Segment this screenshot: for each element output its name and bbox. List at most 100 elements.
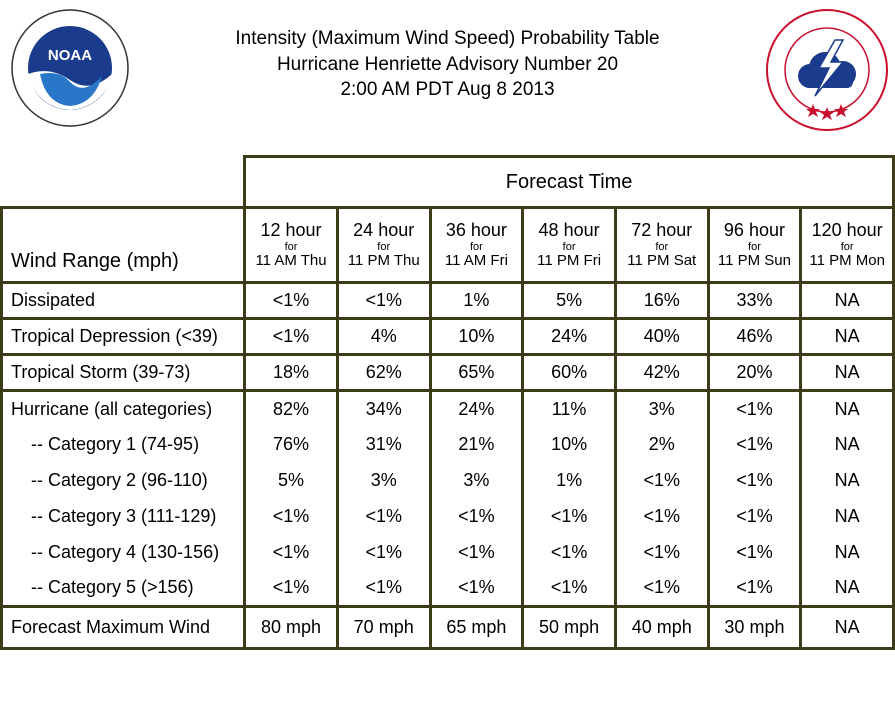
table-cell: NA (799, 498, 895, 535)
table-cell: <1% (243, 498, 339, 535)
row-label: Dissipated (0, 281, 247, 320)
table-cell: <1% (335, 281, 432, 320)
table-cell: 65 mph (428, 605, 525, 650)
title-line-2: Hurricane Henriette Advisory Number 20 (276, 53, 619, 75)
column-header: 12 hour for 11 AM Thu (243, 206, 339, 284)
row-label: Tropical Depression (<39) (0, 317, 247, 356)
table-cell: NA (799, 605, 895, 650)
table-cell: <1% (428, 534, 525, 571)
table-cell: <1% (613, 534, 710, 571)
table-cell: 24% (521, 317, 617, 356)
table-row: -- Category 3 (111-129) <1% <1% <1% <1% … (0, 498, 895, 535)
table-cell: 42% (613, 353, 710, 392)
noaa-logo-text: NOAA (48, 47, 92, 64)
table-row: Tropical Storm (39-73) 18% 62% 65% 60% 4… (0, 353, 895, 392)
table-cell: 33% (706, 281, 803, 320)
column-header: 96 hour for 11 PM Sun (706, 206, 803, 284)
table-cell: <1% (706, 426, 803, 463)
table-cell: 2% (613, 426, 710, 463)
table-corner (2, 157, 245, 208)
table-cell: 10% (428, 317, 525, 356)
column-header: 36 hour for 11 AM Fri (428, 206, 525, 284)
page-title: Intensity (Maximum Wind Speed) Probabili… (150, 26, 745, 103)
table-cell: <1% (521, 570, 617, 608)
header: NOAA Intensity (Maximum Wind Speed) Prob… (0, 0, 895, 150)
row-label: -- Category 1 (74-95) (0, 426, 247, 463)
table-cell: <1% (428, 570, 525, 608)
table-cell: <1% (521, 498, 617, 535)
table-cell: <1% (521, 534, 617, 571)
wind-range-header: Wind Range (mph) (0, 206, 247, 284)
title-line-1: Intensity (Maximum Wind Speed) Probabili… (235, 28, 660, 49)
row-label: Tropical Storm (39-73) (0, 353, 247, 392)
table-cell: 82% (243, 389, 339, 427)
table-cell: 60% (521, 353, 617, 392)
table-cell: NA (799, 281, 895, 320)
table-row: -- Category 2 (96-110) 5% 3% 3% 1% <1% <… (0, 462, 895, 499)
title-line-3: 2:00 AM PDT Aug 8 2013 (340, 79, 555, 100)
table-cell: <1% (243, 317, 339, 356)
table-cell: NA (799, 534, 895, 571)
row-label: -- Category 3 (111-129) (0, 498, 247, 535)
column-header: 72 hour for 11 PM Sat (613, 206, 710, 284)
table-cell: <1% (706, 570, 803, 608)
table-cell: <1% (706, 389, 803, 427)
nws-logo (765, 8, 889, 132)
probability-table: Forecast Time Wind Range (mph) 12 hour fo… (0, 155, 895, 650)
row-label: Forecast Maximum Wind (0, 605, 247, 650)
table-cell: <1% (428, 498, 525, 535)
table-cell: 20% (706, 353, 803, 392)
table-cell: 46% (706, 317, 803, 356)
table-cell: <1% (243, 281, 339, 320)
table-row: -- Category 1 (74-95) 76% 31% 21% 10% 2%… (0, 426, 895, 463)
table-cell: 30 mph (706, 605, 803, 650)
table-cell: 10% (521, 426, 617, 463)
table-cell: <1% (613, 570, 710, 608)
table-cell: NA (799, 317, 895, 356)
table-cell: 40% (613, 317, 710, 356)
table-cell: <1% (335, 534, 432, 571)
row-label: -- Category 2 (96-110) (0, 462, 247, 499)
table-cell: 31% (335, 426, 432, 463)
column-header: 120 hour for 11 PM Mon (799, 206, 895, 284)
table-cell: 62% (335, 353, 432, 392)
table-cell: 76% (243, 426, 339, 463)
table-cell: <1% (243, 570, 339, 608)
table-cell: 80 mph (243, 605, 339, 650)
table-cell: <1% (335, 570, 432, 608)
row-label: Hurricane (all categories) (0, 389, 247, 427)
table-cell: 1% (428, 281, 525, 320)
table-row: Tropical Depression (<39) <1% 4% 10% 24%… (0, 317, 895, 356)
table-cell: NA (799, 426, 895, 463)
table-cell: <1% (335, 498, 432, 535)
table-cell: 40 mph (613, 605, 710, 650)
forecast-time-header: Forecast Time (243, 155, 895, 209)
table-cell: 3% (335, 462, 432, 499)
table-cell: 18% (243, 353, 339, 392)
table-cell: 65% (428, 353, 525, 392)
table-row: Dissipated <1% <1% 1% 5% 16% 33% NA (0, 281, 895, 320)
table-cell: <1% (613, 462, 710, 499)
column-header: 24 hour for 11 PM Thu (335, 206, 432, 284)
table-cell: <1% (243, 534, 339, 571)
table-cell: NA (799, 570, 895, 608)
row-label: -- Category 4 (130-156) (0, 534, 247, 571)
table-cell: 34% (335, 389, 432, 427)
table-cell: 1% (521, 462, 617, 499)
table-cell: <1% (706, 498, 803, 535)
table-cell: NA (799, 462, 895, 499)
row-label: -- Category 5 (>156) (0, 570, 247, 608)
table-cell: 70 mph (335, 605, 432, 650)
table-row: Forecast Maximum Wind 80 mph 70 mph 65 m… (0, 605, 895, 650)
table-row: -- Category 5 (>156) <1% <1% <1% <1% <1%… (0, 570, 895, 608)
table-cell: 50 mph (521, 605, 617, 650)
table-cell: 21% (428, 426, 525, 463)
table-cell: 3% (613, 389, 710, 427)
column-header: 48 hour for 11 PM Fri (521, 206, 617, 284)
table-cell: 11% (521, 389, 617, 427)
table-cell: <1% (706, 462, 803, 499)
table-cell: 4% (335, 317, 432, 356)
table-cell: <1% (706, 534, 803, 571)
table-row: Hurricane (all categories) 82% 34% 24% 1… (0, 389, 895, 427)
table-cell: 3% (428, 462, 525, 499)
